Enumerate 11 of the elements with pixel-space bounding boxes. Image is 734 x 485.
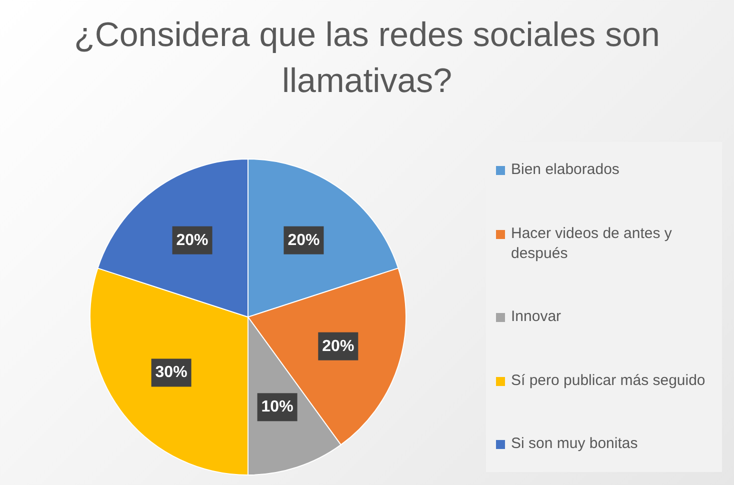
data-label: 20%: [288, 232, 320, 249]
legend-label: Bien elaborados: [511, 160, 620, 180]
chart-title: ¿Considera que las redes sociales son llamativas?: [73, 15, 661, 102]
legend-label: Innovar: [511, 307, 562, 327]
data-label: 10%: [261, 398, 294, 416]
data-label: 20%: [322, 338, 354, 355]
legend-label: Sí pero publicar más seguido: [511, 370, 706, 390]
data-label: 20%: [176, 232, 208, 249]
legend-label: Si son muy bonitas: [511, 434, 638, 454]
data-label: 30%: [155, 364, 188, 382]
legend-label: Hacer videos de antes y después: [511, 224, 673, 264]
